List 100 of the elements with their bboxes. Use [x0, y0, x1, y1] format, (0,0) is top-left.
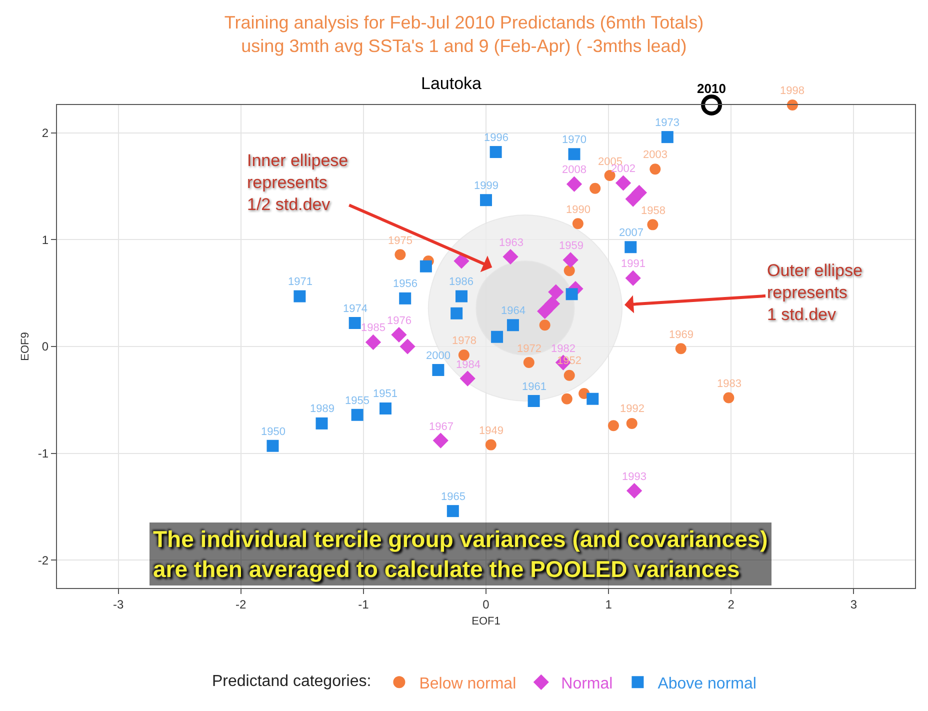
annotation: 2008 — [562, 164, 586, 176]
y-tick-label: 2 — [42, 126, 49, 140]
point — [432, 432, 448, 448]
x-tick-label: 2 — [728, 597, 735, 612]
annotation: Inner ellipese represents 1/2 std.dev — [247, 151, 348, 214]
annotation: 1986 — [449, 276, 474, 288]
point — [502, 248, 518, 265]
annotation: 1975 — [388, 235, 412, 247]
point — [562, 252, 578, 268]
annotation: 1978 — [452, 335, 476, 347]
point — [564, 370, 575, 381]
point — [566, 176, 582, 192]
annotation: 1992 — [620, 403, 644, 415]
point — [586, 392, 599, 405]
point — [647, 219, 658, 230]
annotation: 2007 — [619, 227, 644, 239]
point — [458, 350, 470, 361]
legend-label: Below normal — [419, 675, 516, 692]
point — [379, 402, 392, 414]
annotation: 1959 — [559, 240, 584, 252]
y-axis-title: EOF9 — [20, 332, 32, 361]
point — [490, 146, 502, 158]
point — [480, 194, 492, 206]
annotation: 1991 — [621, 258, 646, 270]
annotation: 1990 — [566, 204, 590, 216]
point — [548, 284, 564, 300]
chart-subtitle: Lautoka — [421, 74, 482, 93]
x-tick-label: -1 — [358, 597, 370, 612]
annotation: 1989 — [310, 403, 334, 415]
point — [446, 505, 459, 518]
x-tick-label: -2 — [236, 597, 247, 612]
point — [624, 241, 637, 254]
point — [564, 265, 575, 276]
point — [420, 260, 432, 272]
point — [455, 290, 468, 302]
point — [485, 439, 496, 450]
point — [566, 288, 578, 300]
annotation: 1956 — [393, 278, 418, 290]
x-tick-label: -3 — [112, 597, 124, 612]
point — [391, 326, 407, 343]
annotation: 1969 — [669, 329, 694, 341]
annotation: 1985 — [361, 322, 386, 334]
point — [568, 148, 580, 160]
point — [450, 307, 463, 320]
point — [394, 249, 406, 260]
legend-label: Above normal — [658, 675, 756, 692]
annotation: Outer ellipse represents 1 std.dev — [767, 261, 862, 324]
point — [626, 418, 638, 429]
annotation: 1961 — [522, 381, 546, 393]
annotation: 1970 — [562, 134, 586, 146]
point — [590, 182, 601, 194]
point — [351, 408, 364, 421]
point — [400, 338, 416, 354]
annotation: 1951 — [373, 388, 398, 400]
point — [626, 482, 642, 499]
y-tick-label: 1 — [42, 232, 49, 247]
annotation: 1996 — [484, 132, 508, 144]
x-tick-label: 3 — [850, 597, 858, 612]
point — [675, 343, 686, 354]
point — [650, 164, 661, 175]
point — [432, 364, 444, 376]
point — [539, 320, 550, 331]
annotation: 1958 — [641, 205, 666, 217]
point — [701, 94, 722, 116]
point — [523, 357, 534, 368]
annotation: 1955 — [345, 395, 370, 407]
annotation: 1984 — [456, 359, 480, 371]
annotation: 1999 — [474, 180, 498, 192]
annotation: 1950 — [261, 426, 286, 438]
point — [460, 370, 476, 386]
y-tick-label: -1 — [38, 446, 49, 461]
point — [608, 420, 619, 432]
annotation: 1993 — [622, 471, 646, 483]
legend-title: Predictand categories: — [212, 673, 372, 690]
annotation: 1952 — [557, 355, 582, 367]
x-tick-label: 0 — [482, 597, 490, 612]
legend-label: Normal — [561, 675, 613, 692]
point — [572, 218, 584, 230]
y-tick-label: -2 — [38, 553, 49, 568]
point — [294, 290, 306, 302]
point — [365, 334, 382, 350]
point — [537, 303, 553, 320]
point — [506, 319, 519, 332]
annotation: 2010 — [697, 81, 726, 96]
annotation: 1965 — [441, 491, 466, 503]
annotation: 2002 — [611, 163, 636, 175]
annotation: 1983 — [717, 378, 742, 390]
annotation: 1972 — [517, 343, 542, 355]
x-axis-title: EOF1 — [472, 616, 500, 628]
annotation: 2000 — [426, 350, 450, 362]
point — [528, 395, 540, 407]
chart-title: Training analysis for Feb-Jul 2010 Predictands (6mth Totals) using 3mth avg SSTa's 1 and 9 (Feb-Apr) ( -3mths lead) — [224, 12, 704, 56]
annotation: 1964 — [501, 305, 526, 317]
point — [625, 270, 641, 286]
annotation: 1976 — [387, 315, 412, 327]
point — [723, 392, 734, 404]
point — [631, 184, 648, 200]
annotation: 1971 — [288, 276, 312, 288]
point — [454, 253, 470, 269]
annotation: 1949 — [479, 425, 504, 437]
